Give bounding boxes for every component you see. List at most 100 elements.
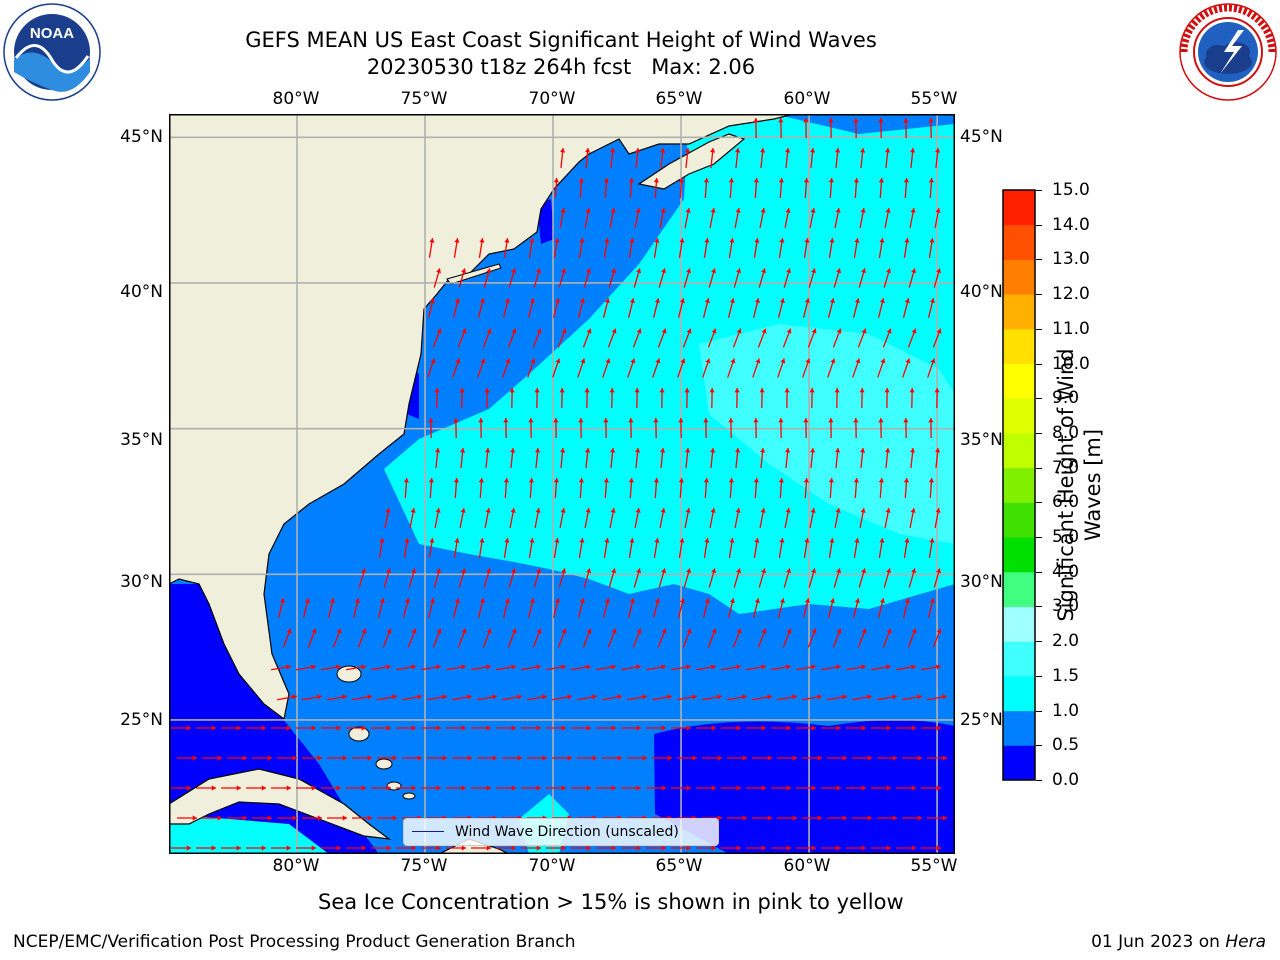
wave-direction-arrowhead [342, 694, 347, 700]
wave-direction-arrowhead [436, 785, 441, 791]
wave-direction-arrowhead [936, 628, 942, 634]
wave-direction-arrowhead [779, 538, 785, 543]
wave-direction-arrowhead [661, 568, 667, 574]
wave-direction-arrowhead [711, 845, 716, 851]
wave-direction-arrowhead [659, 388, 665, 393]
wave-direction-arrowhead [761, 845, 766, 851]
wave-direction-arrowhead [536, 628, 542, 634]
wave-direction-arrowhead [386, 568, 392, 574]
bahamas-island [375, 758, 393, 770]
wave-direction-arrowhead [929, 238, 935, 243]
wave-direction-arrowhead [909, 388, 915, 393]
colorbar-tick-mark [1036, 294, 1042, 296]
wave-direction-arrowhead [292, 815, 297, 821]
wave-direction-arrowhead [934, 388, 940, 393]
colorbar-tick-mark [1036, 780, 1042, 781]
wave-direction-arrowhead [603, 418, 609, 423]
wave-direction-arrowhead [536, 268, 542, 274]
wave-direction-arrowhead [592, 755, 597, 761]
wave-direction-arrowhead [760, 448, 766, 453]
colorbar-tick-label: 6.0 [1052, 492, 1080, 513]
lon-tick-top: 65°W [655, 89, 703, 109]
wave-direction-arrowhead [678, 478, 684, 483]
wave-direction-arrowhead [910, 448, 916, 453]
wave-direction-arrowhead [561, 328, 567, 334]
wave-direction-arrowhead [261, 725, 266, 731]
wave-direction-arrowhead [311, 725, 316, 731]
wave-direction-arrowhead [735, 148, 741, 153]
wave-direction-arrowhead [361, 568, 367, 574]
wave-direction-arrowhead [936, 664, 941, 670]
wave-direction-arrowhead [809, 388, 815, 393]
lat-tick-left: 25°N [120, 710, 163, 730]
wave-direction-arrowhead [817, 815, 822, 821]
wave-direction-arrowhead [611, 664, 616, 670]
wave-direction-arrowhead [361, 785, 366, 791]
wave-direction-arrowhead [454, 298, 460, 304]
wave-direction-arrowhead [911, 568, 917, 574]
wave-direction-arrowhead [261, 785, 266, 791]
wave-direction-arrowhead [453, 418, 459, 423]
wave-direction-arrowhead [436, 328, 442, 334]
wave-direction-arrowhead [736, 785, 741, 791]
wave-direction-arrowhead [761, 628, 767, 634]
wave-direction-arrowhead [636, 725, 641, 731]
colorbar-tick-label: 1.0 [1052, 700, 1080, 721]
wave-direction-arrowhead [317, 755, 322, 761]
wave-direction-arrowhead [828, 418, 834, 423]
wave-direction-arrowhead [610, 208, 616, 213]
wave-direction-arrowhead [611, 628, 617, 634]
colorbar-segment [1003, 641, 1035, 677]
wave-direction-arrowhead [385, 508, 391, 513]
wave-direction-arrowhead [836, 328, 842, 334]
wave-direction-arrowhead [835, 448, 841, 453]
wave-direction-arrowhead [905, 358, 911, 364]
wave-direction-arrowhead [517, 755, 522, 761]
wave-direction-arrowhead [935, 508, 941, 513]
wave-direction-arrowhead [904, 298, 910, 304]
wave-direction-arrowhead [804, 538, 810, 543]
wave-direction-arrowhead [685, 508, 691, 513]
wave-direction-arrowhead [486, 568, 492, 574]
wave-direction-arrowhead [911, 845, 916, 851]
wave-direction-arrowhead [936, 785, 941, 791]
wave-direction-arrowhead [436, 664, 441, 670]
colorbar-tick-label: 4.0 [1052, 561, 1080, 582]
wave-direction-arrowhead [186, 785, 191, 791]
wave-direction-arrowhead [585, 208, 591, 213]
colorbar-tick-mark [1036, 363, 1042, 365]
colorbar-tick-mark [1036, 328, 1042, 330]
wave-direction-arrowhead [661, 664, 666, 670]
wave-direction-arrowhead [236, 785, 241, 791]
wave-direction-arrowhead [617, 755, 622, 761]
wave-direction-arrowhead [536, 785, 541, 791]
wave-direction-arrowhead [911, 725, 916, 731]
wave-direction-arrowhead [642, 755, 647, 761]
wave-direction-arrowhead [304, 598, 310, 604]
wave-direction-arrowhead [554, 238, 560, 243]
wave-direction-arrowhead [828, 118, 834, 123]
wave-direction-arrowhead [928, 478, 934, 483]
wave-direction-arrowhead [479, 238, 485, 243]
wave-direction-arrowhead [754, 598, 760, 604]
wave-direction-arrowhead [786, 725, 791, 731]
map-subtitle: 20230530 t18z 264h fcst Max: 2.06 [366, 55, 756, 79]
wave-direction-arrowhead [429, 238, 435, 243]
footer-date: 01 Jun 2023 on Hera [1091, 932, 1266, 952]
wave-direction-arrowhead [604, 598, 610, 604]
wave-direction-arrowhead [317, 694, 322, 700]
wave-direction-arrowhead [910, 508, 916, 513]
wave-direction-arrowhead [560, 448, 566, 453]
wave-direction-arrowhead [361, 628, 367, 634]
wave-direction-arrowhead [692, 694, 697, 700]
wave-direction-arrowhead [386, 628, 392, 634]
wave-direction-arrowhead [461, 725, 466, 731]
wave-direction-arrowhead [755, 358, 761, 364]
wave-direction-arrowhead [803, 118, 809, 123]
wave-direction-arrowhead [411, 628, 417, 634]
wave-direction-arrowhead [392, 694, 397, 700]
colorbar-tick-label: 15.0 [1052, 180, 1090, 200]
wave-direction-arrowhead [829, 298, 835, 304]
wave-direction-arrowhead [192, 815, 197, 821]
colorbar-tick-mark [1036, 467, 1042, 469]
